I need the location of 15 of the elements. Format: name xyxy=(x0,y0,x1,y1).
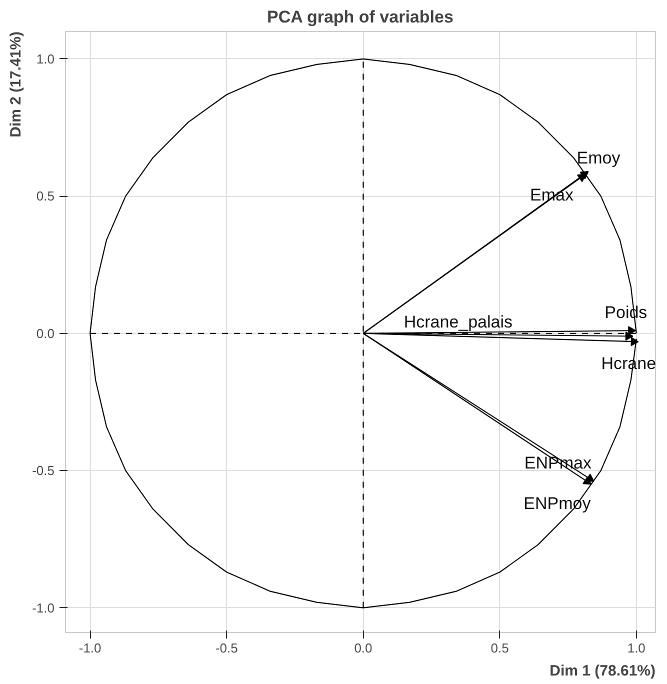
y-tick-label: 1.0 xyxy=(36,51,55,66)
y-axis-title: Dim 2 (17.41%) xyxy=(8,31,24,138)
y-tick-label: 0.5 xyxy=(36,188,55,204)
y-tick-label: 0.0 xyxy=(36,326,55,341)
series-label: Hcrane_palais xyxy=(404,312,513,332)
x-tick-label: -0.5 xyxy=(215,640,238,656)
y-tick-label: -0.5 xyxy=(32,463,55,478)
series-label: Emoy xyxy=(576,148,621,168)
x-tick-label: 1.0 xyxy=(627,640,646,656)
x-tick-label: 0.5 xyxy=(490,640,509,656)
x-tick-label: -1.0 xyxy=(78,640,102,656)
x-axis-title: Dim 1 (78.61%) xyxy=(550,662,656,680)
chart-title: PCA graph of variables xyxy=(266,8,454,26)
x-tick-label: 0.0 xyxy=(354,640,372,656)
y-tick-label: -1.0 xyxy=(32,600,55,616)
